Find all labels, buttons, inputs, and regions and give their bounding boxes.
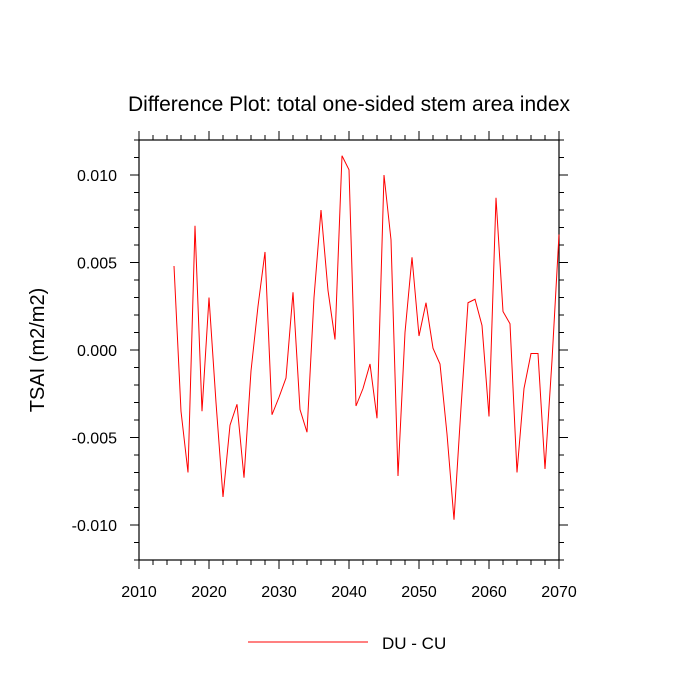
y-axis: -0.010 -0.005 0.000 0.005 0.010 [72, 139, 568, 561]
x-tick-label: 2040 [331, 584, 367, 601]
legend: DU - CU [248, 634, 446, 653]
legend-label: DU - CU [382, 634, 446, 653]
y-tick-label: 0.010 [77, 168, 117, 185]
y-axis-label: TSAI (m2/m2) [27, 288, 49, 412]
y-tick-label: -0.010 [72, 518, 117, 535]
x-tick-label: 2010 [121, 584, 157, 601]
plot-area [173, 155, 560, 520]
x-tick-label: 2030 [261, 584, 297, 601]
y-tick-label: 0.005 [77, 256, 117, 273]
x-tick-label: 2070 [541, 584, 577, 601]
x-tick-label: 2020 [191, 584, 227, 601]
chart-title: Difference Plot: total one-sided stem ar… [128, 93, 571, 116]
y-tick-label: -0.005 [72, 431, 117, 448]
x-axis: 2010 2020 2030 2040 2050 2060 2070 [121, 131, 577, 601]
series-line [173, 155, 560, 520]
x-tick-label: 2050 [401, 584, 437, 601]
x-tick-label: 2060 [471, 584, 507, 601]
y-tick-label: 0.000 [77, 343, 117, 360]
